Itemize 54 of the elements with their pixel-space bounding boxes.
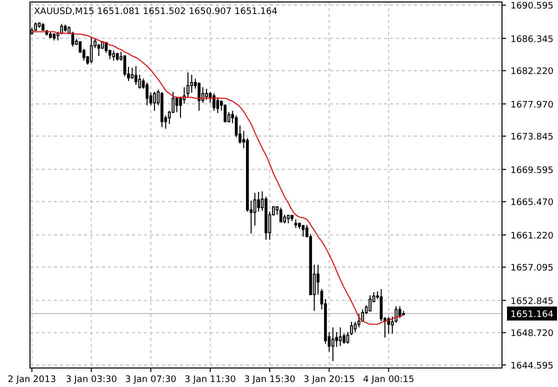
y-tick-label: 1665.470 [510,198,554,208]
y-tick-label: 1652.845 [510,296,554,307]
candlestick [205,88,208,100]
candlestick [134,66,138,86]
x-tick-label: 3 Jan 07:30 [125,375,177,385]
candlestick [286,214,290,224]
x-tick-label: 3 Jan 11:30 [184,375,236,385]
candlestick [34,22,38,32]
candlestick [52,32,56,41]
candlestick [279,207,282,224]
candlestick [331,326,334,362]
candlestick [49,31,52,38]
y-tick-label: 1682.220 [510,67,554,78]
candlestick [38,22,41,28]
candlestick [42,22,44,32]
candlestick [357,314,360,328]
candlestick [387,316,390,334]
y-tick-label: 1673.845 [510,132,554,143]
candlestick [338,326,342,347]
candlestick [90,36,93,64]
x-tick-label: 4 Jan 00:15 [363,375,414,385]
candlestick [190,74,194,94]
candlestick [216,96,220,114]
candlestick [224,104,227,123]
candlestick [290,214,294,222]
candlestick [116,52,119,62]
y-tick-label: 1661.220 [510,231,554,242]
candlestick [212,93,216,112]
x-tick-label: 2 Jan 2013 [8,375,56,385]
ref-line-label: 1651.164 [510,310,554,320]
candlestick [302,224,305,238]
candlestick [123,54,126,77]
candlestick [64,24,67,32]
candlestick [153,91,156,112]
y-tick-label: 1690.595 [510,2,554,12]
x-tick-label: 3 Jan 03:30 [66,375,118,385]
candlestick [112,50,116,62]
candlestick [186,72,190,98]
candlestick [294,218,298,229]
x-tick-label: 3 Jan 20:15 [304,375,355,385]
y-tick-label: 1648.720 [510,329,554,340]
candlestick [160,91,164,128]
x-tick-label: 3 Jan 15:30 [244,375,296,385]
y-tick-label: 1657.095 [510,264,554,274]
candlestick [402,310,405,316]
y-tick-label: 1669.595 [510,166,554,176]
candlestick [146,82,148,106]
y-tick-label: 1677.970 [510,100,554,110]
candlestick [368,294,372,312]
y-tick-label: 1644.595 [510,361,554,372]
candlestick [198,82,201,112]
text: XAUUSD,M15 1651.081 1651.502 1650.907 1651.164 [34,7,278,17]
line-series [31,31,404,325]
y-tick-label: 1686.345 [510,34,554,45]
